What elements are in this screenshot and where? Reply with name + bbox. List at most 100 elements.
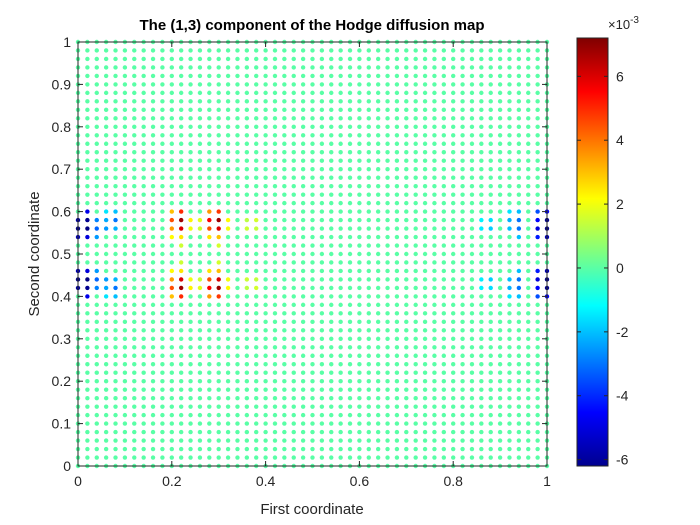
scatter-point <box>113 116 118 121</box>
scatter-point <box>150 336 156 341</box>
scatter-point <box>366 328 371 333</box>
scatter-point <box>197 150 203 155</box>
scatter-point <box>207 379 212 384</box>
scatter-point <box>263 124 268 129</box>
scatter-point <box>141 328 146 333</box>
scatter-point <box>488 336 493 341</box>
scatter-point <box>329 48 334 53</box>
scatter-point <box>422 158 428 163</box>
scatter-point <box>441 167 447 172</box>
scatter-point <box>94 48 99 53</box>
scatter-point <box>235 277 240 282</box>
scatter-point <box>329 243 334 248</box>
scatter-point <box>526 336 531 341</box>
scatter-point <box>150 285 156 291</box>
scatter-point <box>235 302 240 308</box>
scatter-point <box>282 192 287 197</box>
scatter-point <box>263 412 268 418</box>
scatter-point <box>357 234 362 240</box>
scatter-point <box>254 56 259 62</box>
scatter-point <box>188 311 193 316</box>
scatter-point <box>160 217 165 223</box>
scatter-point <box>441 48 447 53</box>
scatter-point <box>507 167 512 172</box>
scatter-point <box>329 387 334 392</box>
scatter-point <box>526 99 531 104</box>
scatter-point <box>263 56 268 62</box>
scatter-point <box>188 302 193 308</box>
scatter-point <box>178 150 184 155</box>
scatter-point <box>451 82 456 87</box>
scatter-point <box>516 336 522 341</box>
scatter-point <box>460 158 465 163</box>
scatter-point <box>122 183 128 189</box>
scatter-point <box>225 395 231 401</box>
scatter-point <box>122 345 128 350</box>
scatter-point <box>394 73 400 79</box>
scatter-point <box>469 226 475 231</box>
scatter-point <box>451 285 456 291</box>
scatter-point <box>404 260 409 265</box>
scatter-point <box>404 302 409 308</box>
scatter-point <box>132 175 137 180</box>
scatter-point <box>178 294 184 299</box>
scatter-point <box>441 429 447 435</box>
scatter-point <box>375 412 381 418</box>
scatter-point <box>263 175 268 180</box>
scatter-point <box>394 345 400 350</box>
scatter-point <box>375 421 381 426</box>
scatter-point <box>366 362 371 367</box>
scatter-point <box>338 209 343 214</box>
scatter-point <box>169 387 174 392</box>
scatter-point <box>357 48 362 53</box>
scatter-point <box>507 277 512 282</box>
scatter-point <box>291 192 296 197</box>
scatter-point <box>497 226 503 231</box>
scatter-point <box>282 243 287 248</box>
scatter-point <box>526 183 531 189</box>
scatter-point <box>319 217 325 223</box>
scatter-point <box>188 404 193 409</box>
scatter-point <box>497 268 503 274</box>
scatter-point <box>216 345 221 350</box>
scatter-point <box>469 56 475 62</box>
scatter-point <box>282 302 287 308</box>
scatter-point <box>404 99 409 104</box>
scatter-point <box>460 141 465 146</box>
scatter-point <box>113 404 118 409</box>
scatter-point <box>207 285 212 291</box>
scatter-point <box>235 226 240 231</box>
scatter-point <box>413 183 418 189</box>
scatter-point <box>347 345 353 350</box>
scatter-point <box>160 65 165 70</box>
scatter-point <box>329 446 334 452</box>
scatter-point <box>141 133 146 138</box>
scatter-point <box>404 251 409 257</box>
scatter-point <box>188 243 193 248</box>
scatter-point <box>150 438 156 443</box>
scatter-point <box>300 379 306 384</box>
scatter-point <box>150 175 156 180</box>
scatter-point <box>497 150 503 155</box>
scatter-point <box>291 446 296 452</box>
scatter-point <box>244 387 250 392</box>
scatter-point <box>413 379 418 384</box>
scatter-point <box>479 158 484 163</box>
scatter-point <box>235 362 240 367</box>
scatter-point <box>526 412 531 418</box>
scatter-point <box>488 294 493 299</box>
scatter-point <box>85 90 90 96</box>
scatter-point <box>141 226 146 231</box>
scatter-point <box>103 217 109 223</box>
scatter-point <box>254 251 259 257</box>
scatter-point <box>207 226 212 231</box>
scatter-point <box>347 455 353 460</box>
scatter-point <box>497 319 503 325</box>
scatter-point <box>329 429 334 435</box>
scatter-point <box>422 328 428 333</box>
scatter-point <box>178 251 184 257</box>
scatter-point <box>150 200 156 206</box>
scatter-point <box>178 353 184 358</box>
scatter-point <box>103 285 109 291</box>
scatter-point <box>216 251 221 257</box>
